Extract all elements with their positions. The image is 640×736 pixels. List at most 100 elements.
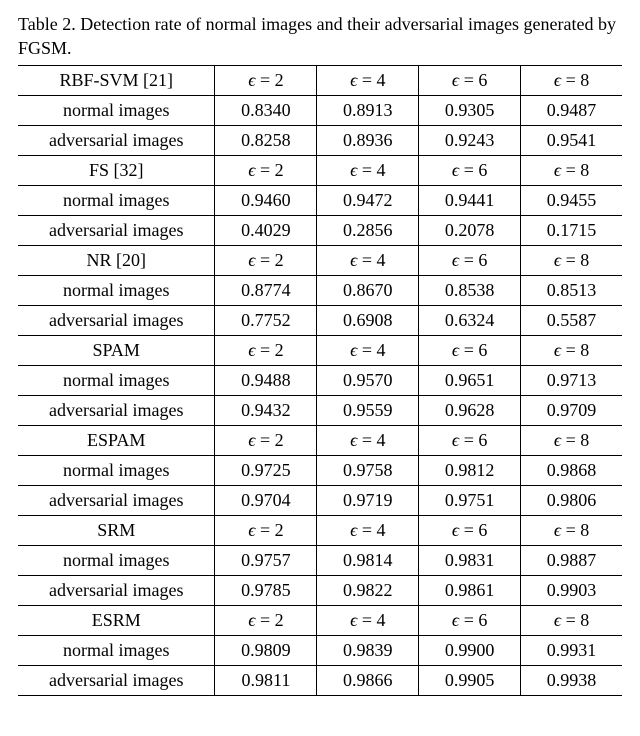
value-cell: 0.2856	[317, 215, 419, 245]
value-cell: 0.9432	[215, 395, 317, 425]
eps-header: ϵ = 2	[215, 605, 317, 635]
eps-header: ϵ = 6	[419, 155, 521, 185]
value-cell: 0.9704	[215, 485, 317, 515]
method-header-row: RBF-SVM [21]ϵ = 2ϵ = 4ϵ = 6ϵ = 8	[18, 65, 622, 95]
eps-header: ϵ = 8	[521, 515, 622, 545]
value-cell: 0.9868	[521, 455, 622, 485]
value-cell: 0.9305	[419, 95, 521, 125]
value-cell: 0.9709	[521, 395, 622, 425]
value-cell: 0.9866	[317, 665, 419, 695]
eps-header: ϵ = 6	[419, 65, 521, 95]
row-label-normal: normal images	[18, 95, 215, 125]
value-cell: 0.9814	[317, 545, 419, 575]
value-cell: 0.4029	[215, 215, 317, 245]
eps-header: ϵ = 4	[317, 605, 419, 635]
row-label-adv: adversarial images	[18, 215, 215, 245]
value-cell: 0.9757	[215, 545, 317, 575]
eps-header: ϵ = 2	[215, 245, 317, 275]
value-cell: 0.9559	[317, 395, 419, 425]
value-cell: 0.9785	[215, 575, 317, 605]
eps-header: ϵ = 8	[521, 425, 622, 455]
eps-header: ϵ = 8	[521, 155, 622, 185]
eps-header: ϵ = 2	[215, 335, 317, 365]
normal-images-row: normal images0.87740.86700.85380.8513	[18, 275, 622, 305]
detection-rate-table: RBF-SVM [21]ϵ = 2ϵ = 4ϵ = 6ϵ = 8normal i…	[18, 65, 622, 696]
eps-header: ϵ = 8	[521, 245, 622, 275]
eps-header: ϵ = 4	[317, 155, 419, 185]
normal-images-row: normal images0.98090.98390.99000.9931	[18, 635, 622, 665]
method-name: RBF-SVM [21]	[18, 65, 215, 95]
value-cell: 0.9487	[521, 95, 622, 125]
normal-images-row: normal images0.83400.89130.93050.9487	[18, 95, 622, 125]
value-cell: 0.9809	[215, 635, 317, 665]
value-cell: 0.8538	[419, 275, 521, 305]
value-cell: 0.9812	[419, 455, 521, 485]
value-cell: 0.6324	[419, 305, 521, 335]
eps-header: ϵ = 6	[419, 335, 521, 365]
adversarial-images-row: adversarial images0.94320.95590.96280.97…	[18, 395, 622, 425]
value-cell: 0.8670	[317, 275, 419, 305]
value-cell: 0.8913	[317, 95, 419, 125]
method-header-row: NR [20]ϵ = 2ϵ = 4ϵ = 6ϵ = 8	[18, 245, 622, 275]
value-cell: 0.9758	[317, 455, 419, 485]
row-label-adv: adversarial images	[18, 575, 215, 605]
method-header-row: ESPAMϵ = 2ϵ = 4ϵ = 6ϵ = 8	[18, 425, 622, 455]
value-cell: 0.6908	[317, 305, 419, 335]
eps-header: ϵ = 4	[317, 65, 419, 95]
row-label-normal: normal images	[18, 275, 215, 305]
value-cell: 0.9811	[215, 665, 317, 695]
value-cell: 0.7752	[215, 305, 317, 335]
row-label-normal: normal images	[18, 635, 215, 665]
normal-images-row: normal images0.97250.97580.98120.9868	[18, 455, 622, 485]
eps-header: ϵ = 6	[419, 605, 521, 635]
method-name: SPAM	[18, 335, 215, 365]
eps-header: ϵ = 8	[521, 65, 622, 95]
normal-images-row: normal images0.94600.94720.94410.9455	[18, 185, 622, 215]
method-header-row: FS [32]ϵ = 2ϵ = 4ϵ = 6ϵ = 8	[18, 155, 622, 185]
adversarial-images-row: adversarial images0.98110.98660.99050.99…	[18, 665, 622, 695]
row-label-adv: adversarial images	[18, 395, 215, 425]
value-cell: 0.9903	[521, 575, 622, 605]
row-label-adv: adversarial images	[18, 305, 215, 335]
value-cell: 0.9831	[419, 545, 521, 575]
value-cell: 0.9628	[419, 395, 521, 425]
value-cell: 0.9243	[419, 125, 521, 155]
value-cell: 0.8936	[317, 125, 419, 155]
eps-header: ϵ = 8	[521, 605, 622, 635]
eps-header: ϵ = 4	[317, 425, 419, 455]
method-name: NR [20]	[18, 245, 215, 275]
adversarial-images-row: adversarial images0.97850.98220.98610.99…	[18, 575, 622, 605]
value-cell: 0.1715	[521, 215, 622, 245]
value-cell: 0.9460	[215, 185, 317, 215]
value-cell: 0.9900	[419, 635, 521, 665]
value-cell: 0.9822	[317, 575, 419, 605]
eps-header: ϵ = 2	[215, 65, 317, 95]
method-header-row: ESRMϵ = 2ϵ = 4ϵ = 6ϵ = 8	[18, 605, 622, 635]
eps-header: ϵ = 2	[215, 425, 317, 455]
method-header-row: SRMϵ = 2ϵ = 4ϵ = 6ϵ = 8	[18, 515, 622, 545]
value-cell: 0.8513	[521, 275, 622, 305]
value-cell: 0.8774	[215, 275, 317, 305]
value-cell: 0.9541	[521, 125, 622, 155]
value-cell: 0.9751	[419, 485, 521, 515]
eps-header: ϵ = 4	[317, 245, 419, 275]
row-label-normal: normal images	[18, 365, 215, 395]
method-header-row: SPAMϵ = 2ϵ = 4ϵ = 6ϵ = 8	[18, 335, 622, 365]
eps-header: ϵ = 4	[317, 515, 419, 545]
value-cell: 0.2078	[419, 215, 521, 245]
eps-header: ϵ = 2	[215, 155, 317, 185]
value-cell: 0.9905	[419, 665, 521, 695]
value-cell: 0.9713	[521, 365, 622, 395]
adversarial-images-row: adversarial images0.40290.28560.20780.17…	[18, 215, 622, 245]
value-cell: 0.9441	[419, 185, 521, 215]
row-label-adv: adversarial images	[18, 485, 215, 515]
value-cell: 0.9472	[317, 185, 419, 215]
table-caption: Table 2. Detection rate of normal images…	[18, 12, 622, 61]
method-name: ESRM	[18, 605, 215, 635]
value-cell: 0.9839	[317, 635, 419, 665]
value-cell: 0.5587	[521, 305, 622, 335]
value-cell: 0.9806	[521, 485, 622, 515]
value-cell: 0.8340	[215, 95, 317, 125]
adversarial-images-row: adversarial images0.97040.97190.97510.98…	[18, 485, 622, 515]
row-label-normal: normal images	[18, 455, 215, 485]
